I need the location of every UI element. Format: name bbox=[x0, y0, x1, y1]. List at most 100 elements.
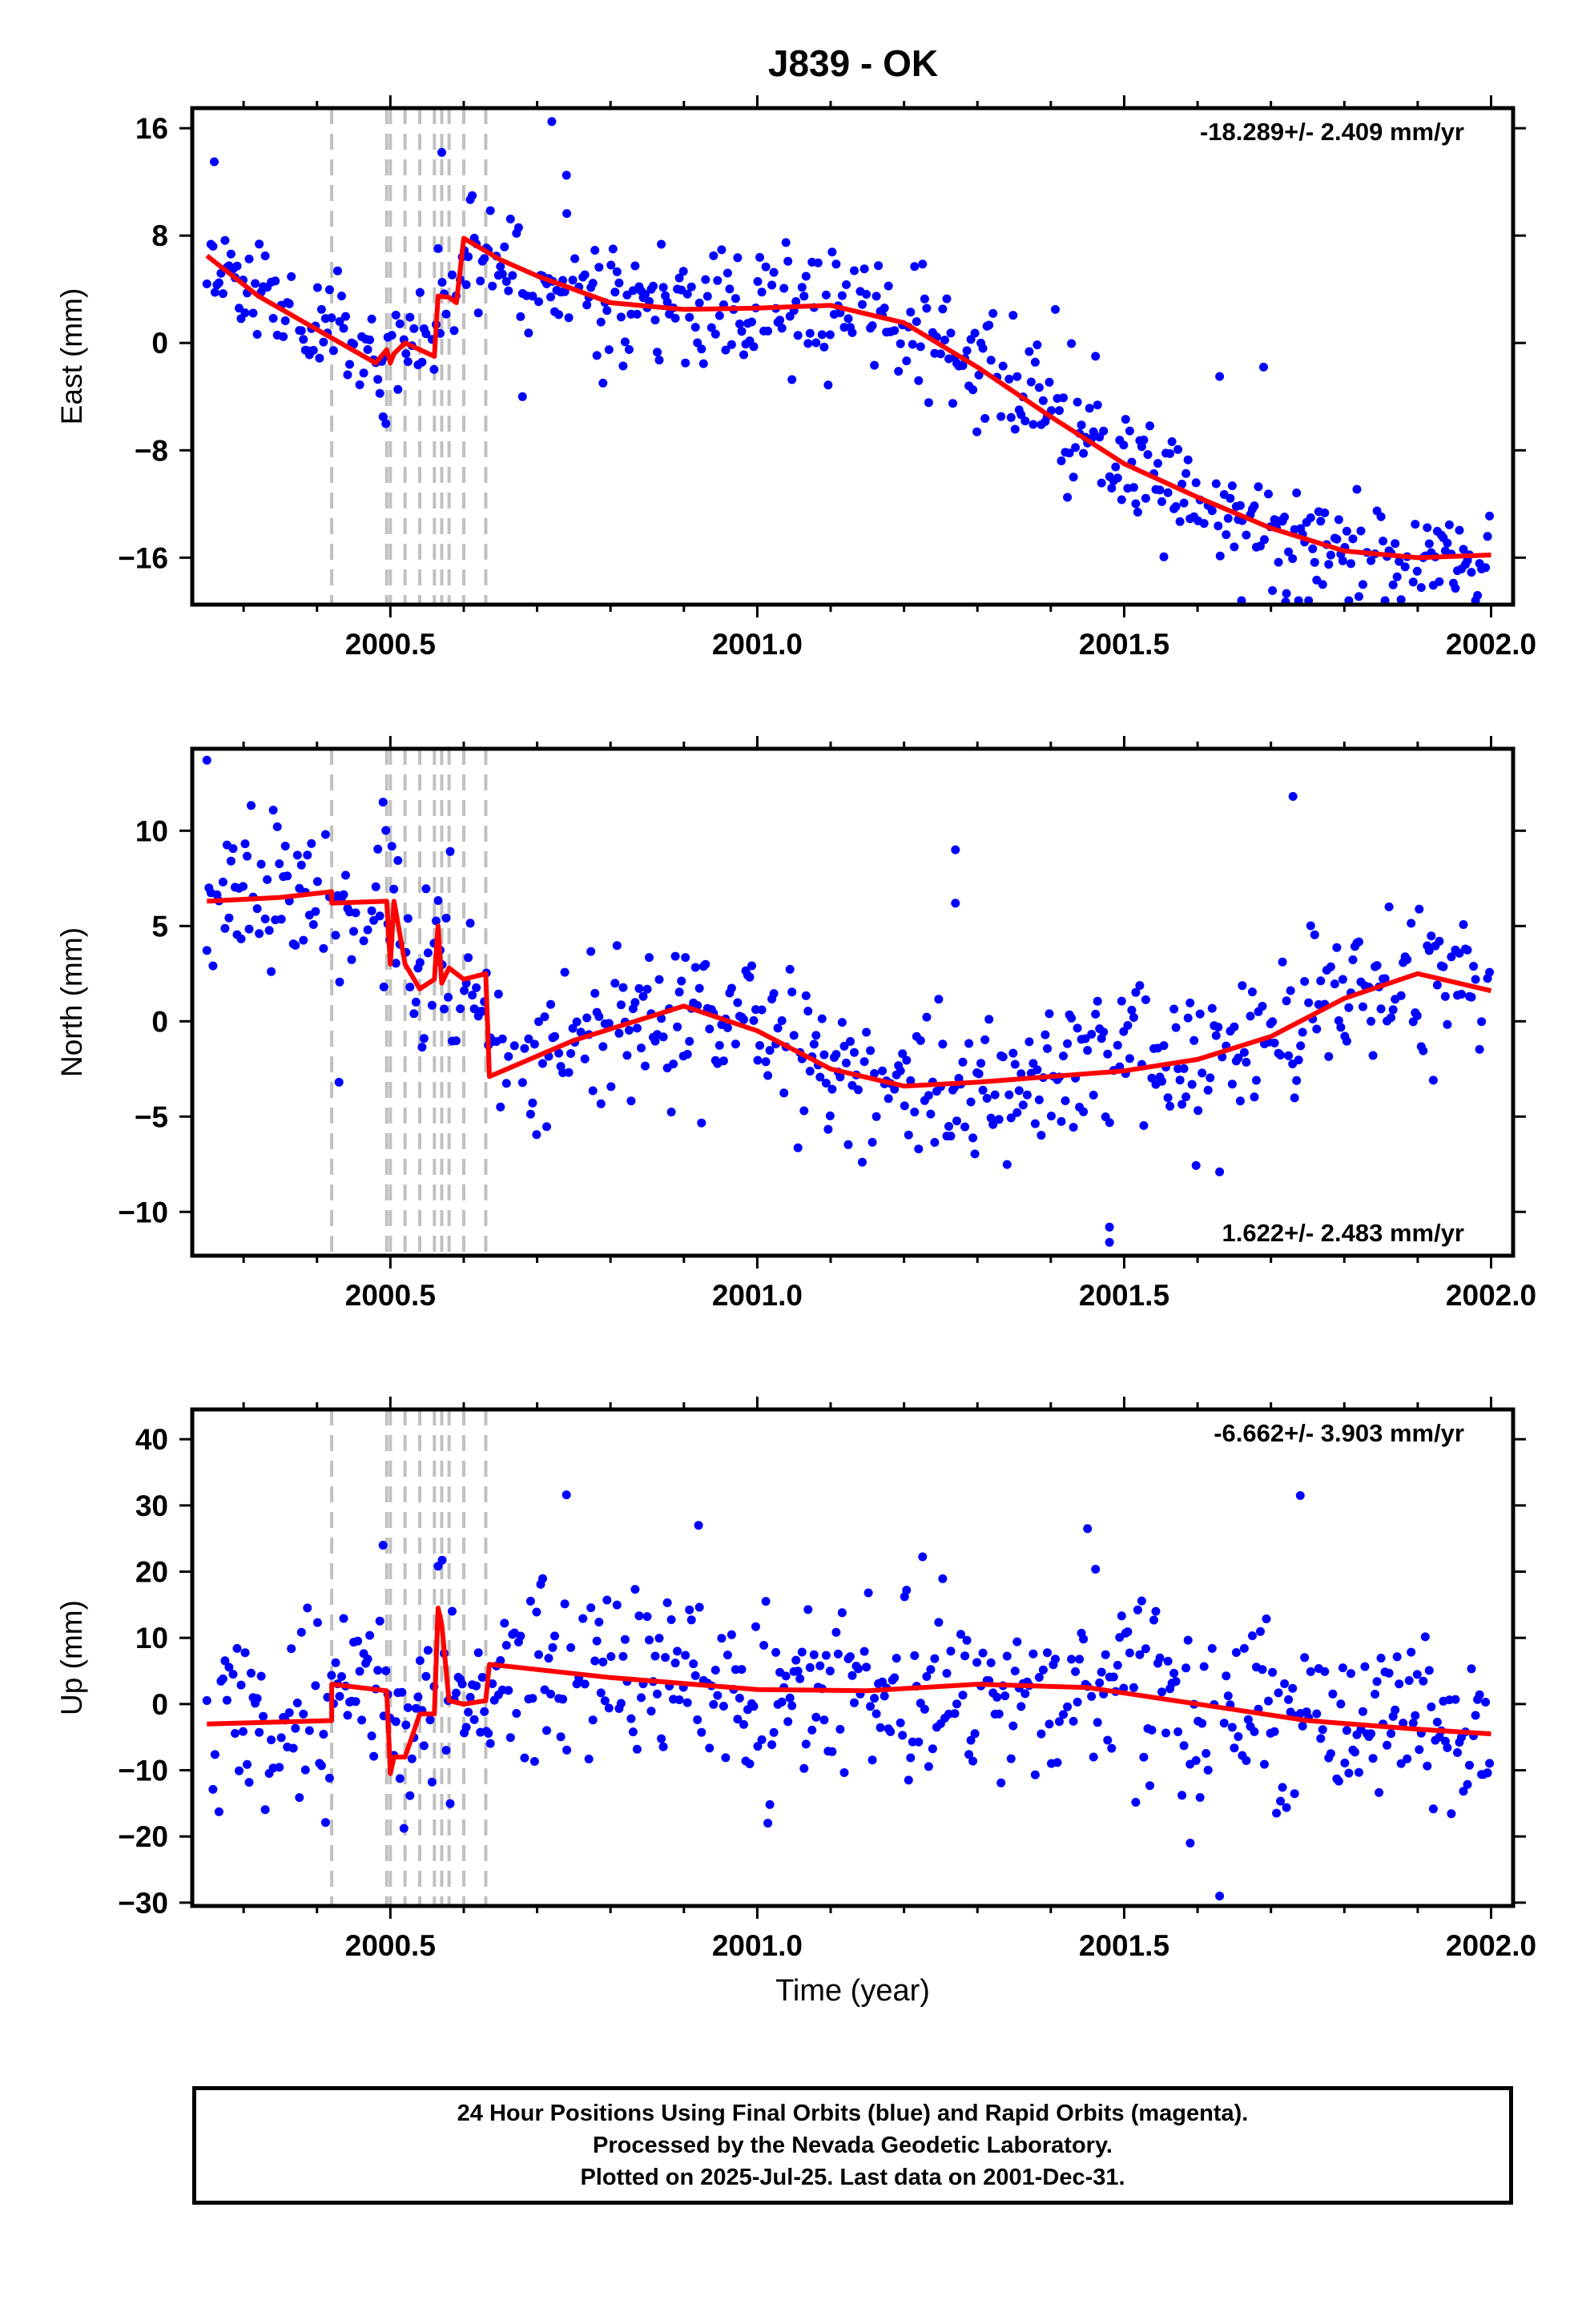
data-point bbox=[657, 1734, 666, 1743]
model-fit-line bbox=[207, 1606, 1491, 1776]
data-point bbox=[1016, 1702, 1026, 1711]
data-point bbox=[320, 1818, 330, 1827]
data-point bbox=[280, 316, 290, 325]
data-point bbox=[488, 1679, 497, 1688]
data-point bbox=[994, 1115, 1004, 1124]
data-point bbox=[934, 995, 944, 1004]
data-point bbox=[682, 1698, 692, 1707]
data-point bbox=[1342, 526, 1351, 536]
data-point bbox=[335, 977, 344, 987]
data-point bbox=[978, 1085, 988, 1095]
data-point bbox=[312, 877, 322, 887]
data-point bbox=[267, 1735, 276, 1745]
data-point bbox=[1183, 455, 1193, 464]
data-point bbox=[1145, 1781, 1154, 1791]
data-point bbox=[582, 300, 592, 310]
data-point bbox=[351, 908, 360, 918]
data-point bbox=[582, 1013, 592, 1023]
data-point bbox=[892, 1654, 901, 1663]
data-point bbox=[1147, 1725, 1157, 1735]
velocity-annotation: -18.289+/- 2.409 mm/yr bbox=[1200, 118, 1464, 146]
data-point bbox=[584, 1755, 594, 1763]
data-point bbox=[421, 884, 431, 894]
data-point bbox=[1423, 523, 1432, 533]
data-point bbox=[448, 1606, 457, 1616]
data-point bbox=[710, 1666, 720, 1675]
data-point bbox=[1262, 1614, 1271, 1623]
data-point bbox=[1113, 1040, 1122, 1050]
data-point bbox=[247, 801, 256, 810]
data-point bbox=[831, 259, 841, 269]
panel-frame bbox=[190, 746, 1516, 1258]
data-point bbox=[1376, 512, 1386, 521]
data-point bbox=[759, 1641, 769, 1650]
data-point bbox=[641, 1061, 650, 1071]
data-point bbox=[508, 271, 517, 280]
data-point bbox=[767, 280, 777, 290]
data-point bbox=[694, 1521, 703, 1530]
data-point bbox=[958, 361, 968, 370]
data-point bbox=[378, 412, 388, 421]
data-point bbox=[1037, 1729, 1046, 1739]
data-point bbox=[1097, 478, 1106, 488]
data-point bbox=[982, 1094, 992, 1103]
data-point bbox=[1395, 557, 1404, 566]
data-point bbox=[445, 1799, 455, 1808]
data-point bbox=[339, 1614, 348, 1623]
data-point bbox=[666, 1615, 676, 1624]
data-point bbox=[1259, 362, 1268, 372]
data-point bbox=[303, 850, 312, 860]
data-point bbox=[268, 806, 278, 815]
data-point bbox=[674, 273, 684, 283]
data-point bbox=[1284, 1695, 1294, 1704]
data-point bbox=[373, 1666, 383, 1675]
data-point bbox=[520, 1043, 529, 1053]
x-tick-label: 2001.0 bbox=[712, 628, 803, 661]
data-point bbox=[1195, 1009, 1205, 1019]
data-point bbox=[785, 1693, 795, 1703]
data-point bbox=[662, 297, 672, 307]
data-point bbox=[1248, 1631, 1257, 1641]
data-point bbox=[1288, 792, 1298, 801]
data-point bbox=[1412, 1670, 1422, 1679]
data-point bbox=[637, 1043, 646, 1053]
data-point bbox=[1207, 1003, 1217, 1013]
data-point bbox=[731, 1665, 740, 1675]
data-point bbox=[701, 275, 710, 284]
y-tick-label: −5 bbox=[135, 1100, 168, 1133]
data-point bbox=[1485, 1759, 1495, 1768]
data-point bbox=[622, 1051, 632, 1060]
y-tick-label: −20 bbox=[118, 1820, 168, 1853]
data-point bbox=[1320, 508, 1330, 517]
data-point bbox=[497, 1034, 507, 1043]
data-point bbox=[1093, 1718, 1102, 1727]
data-point bbox=[763, 1819, 773, 1828]
data-point bbox=[1215, 1892, 1225, 1901]
data-point bbox=[516, 1631, 525, 1641]
data-point bbox=[719, 1702, 728, 1711]
data-point bbox=[670, 1659, 680, 1668]
data-point bbox=[1159, 552, 1169, 561]
data-point bbox=[1292, 489, 1302, 497]
data-point bbox=[1290, 1093, 1299, 1103]
data-point bbox=[1141, 1644, 1150, 1654]
data-point bbox=[378, 1541, 388, 1550]
data-point bbox=[763, 326, 773, 336]
data-point bbox=[275, 859, 284, 869]
data-point bbox=[964, 1039, 974, 1048]
data-point bbox=[817, 330, 827, 340]
data-point bbox=[1199, 1662, 1209, 1671]
data-point bbox=[753, 1055, 763, 1065]
data-point bbox=[1012, 1108, 1022, 1117]
data-point bbox=[275, 1763, 284, 1772]
data-point bbox=[1268, 586, 1278, 595]
data-point bbox=[801, 991, 811, 1000]
data-point bbox=[1451, 584, 1460, 593]
data-point bbox=[1435, 936, 1444, 946]
data-point bbox=[363, 1655, 372, 1664]
data-point bbox=[918, 259, 928, 269]
data-point bbox=[1260, 1759, 1269, 1769]
data-point bbox=[534, 1017, 543, 1027]
y-tick-label: 30 bbox=[135, 1490, 168, 1522]
data-point bbox=[811, 338, 821, 348]
